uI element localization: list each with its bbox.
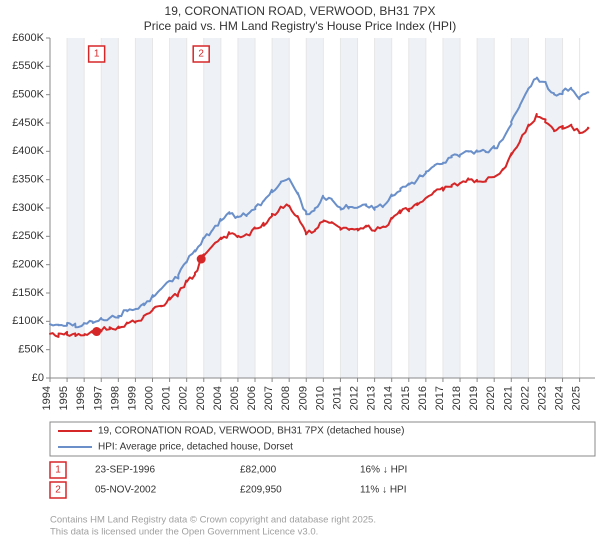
table-price: £82,000 <box>240 465 277 476</box>
sale-marker-number: 2 <box>198 49 204 60</box>
x-tick-label: 2025 <box>571 386 583 410</box>
x-tick-label: 1995 <box>58 386 70 410</box>
x-tick-label: 2023 <box>536 386 548 410</box>
y-tick-label: £150K <box>12 287 44 299</box>
x-tick-label: 2011 <box>331 386 343 410</box>
x-tick-label: 1996 <box>75 386 87 410</box>
table-marker-number: 1 <box>55 465 61 476</box>
x-tick-label: 1994 <box>41 386 53 410</box>
y-tick-label: £50K <box>18 344 44 356</box>
x-tick-label: 2001 <box>161 386 173 410</box>
line-chart: £0 £50K £100K £150K £200K £250K £300K £350K £400… <box>0 33 600 558</box>
y-tick-label: £550K <box>12 60 44 72</box>
x-tick-label: 1999 <box>126 386 138 410</box>
chart-title-1: 19, CORONATION ROAD, VERWOOD, BH31 7PX <box>0 4 600 18</box>
year-band <box>477 38 494 378</box>
sale-marker-number: 1 <box>94 49 100 60</box>
y-tick-label: £200K <box>12 259 44 271</box>
y-tick-label: £450K <box>12 117 44 129</box>
y-tick-label: £400K <box>12 145 44 157</box>
x-tick-label: 2010 <box>314 386 326 410</box>
x-tick-label: 2004 <box>212 386 224 410</box>
table-pct: 16% ↓ HPI <box>360 465 407 476</box>
year-band <box>238 38 255 378</box>
x-tick-label: 2024 <box>554 386 566 410</box>
x-tick-label: 2008 <box>280 386 292 410</box>
x-tick-label: 2000 <box>144 386 156 410</box>
x-tick-label: 2017 <box>434 386 446 410</box>
x-tick-label: 2013 <box>366 386 378 410</box>
x-tick-label: 2022 <box>519 386 531 410</box>
x-tick-label: 2009 <box>297 386 309 410</box>
year-band <box>204 38 221 378</box>
y-tick-label: £300K <box>12 202 44 214</box>
x-tick-label: 2005 <box>229 386 241 410</box>
x-tick-label: 2016 <box>417 386 429 410</box>
y-tick-label: £250K <box>12 230 44 242</box>
table-price: £209,950 <box>240 485 282 496</box>
sale-marker-dot <box>92 327 101 336</box>
y-tick-label: £600K <box>12 33 44 44</box>
x-tick-label: 2019 <box>468 386 480 410</box>
table-marker-number: 2 <box>55 485 61 496</box>
x-tick-label: 2015 <box>400 386 412 410</box>
legend-label: 19, CORONATION ROAD, VERWOOD, BH31 7PX (… <box>98 426 404 437</box>
footer-text-2: This data is licensed under the Open Gov… <box>50 527 318 538</box>
x-tick-label: 2007 <box>263 386 275 410</box>
legend-label: HPI: Average price, detached house, Dors… <box>98 442 293 453</box>
year-band <box>135 38 152 378</box>
year-band <box>511 38 528 378</box>
footer-text-1: Contains HM Land Registry data © Crown c… <box>50 515 376 526</box>
x-tick-label: 2012 <box>349 386 361 410</box>
x-tick-label: 2006 <box>246 386 258 410</box>
x-tick-label: 1998 <box>109 386 121 410</box>
x-tick-label: 2021 <box>502 386 514 410</box>
x-tick-label: 2002 <box>178 386 190 410</box>
year-band <box>170 38 187 378</box>
x-tick-label: 2018 <box>451 386 463 410</box>
year-band <box>443 38 460 378</box>
y-tick-label: £0 <box>32 372 44 384</box>
chart-title-2: Price paid vs. HM Land Registry's House … <box>0 19 600 33</box>
y-tick-label: £100K <box>12 315 44 327</box>
table-pct: 11% ↓ HPI <box>360 485 407 496</box>
x-tick-label: 1997 <box>92 386 104 410</box>
table-date: 05-NOV-2002 <box>95 485 157 496</box>
x-tick-label: 2020 <box>485 386 497 410</box>
x-tick-label: 2003 <box>195 386 207 410</box>
chart-title-block: 19, CORONATION ROAD, VERWOOD, BH31 7PX P… <box>0 0 600 33</box>
x-tick-label: 2014 <box>383 386 395 410</box>
sale-marker-dot <box>197 255 206 264</box>
y-tick-label: £500K <box>12 89 44 101</box>
y-tick-label: £350K <box>12 174 44 186</box>
table-date: 23-SEP-1996 <box>95 465 155 476</box>
